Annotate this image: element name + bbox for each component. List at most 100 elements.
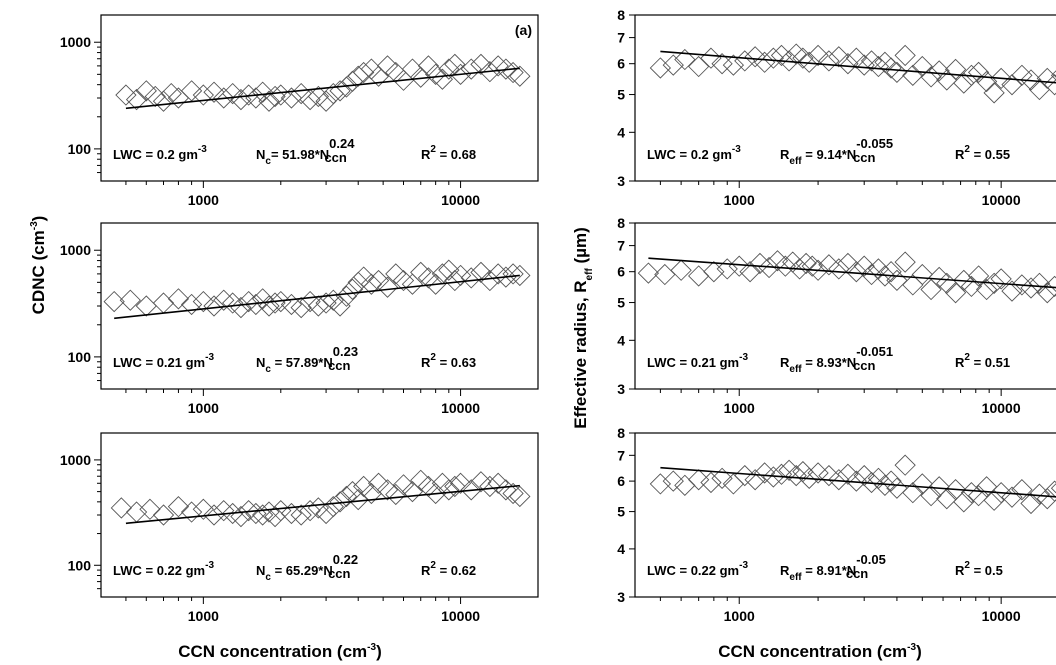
data-point (670, 259, 692, 281)
data-point (180, 501, 203, 523)
data-point (376, 55, 399, 77)
r-squared: R2 = 0.5 (955, 560, 1003, 578)
data-point (203, 81, 225, 103)
x-tick-label: 10000 (982, 192, 1021, 208)
data-point (920, 485, 942, 507)
data-point (110, 497, 133, 519)
data-point (1043, 275, 1056, 298)
y-tick-label: 1000 (60, 452, 91, 468)
data-point (425, 482, 447, 505)
data-point (880, 261, 902, 283)
lwc-annotation: LWC = 0.2 gm-3 (647, 144, 741, 162)
data-point (258, 90, 280, 112)
data-point (509, 65, 531, 87)
data-point (967, 61, 990, 84)
data-point (347, 271, 369, 293)
fit-line (660, 50, 1056, 84)
data-point (788, 258, 811, 280)
data-point (792, 47, 814, 69)
data-point (509, 264, 531, 287)
data-point (502, 263, 524, 285)
data-point (744, 46, 766, 68)
x-tick-label: 10000 (441, 608, 480, 624)
r-squared: R2 = 0.63 (421, 352, 476, 370)
data-point (828, 46, 850, 68)
y-tick-label: 3 (617, 381, 625, 397)
data-point (1050, 70, 1056, 81)
data-point (828, 258, 850, 280)
data-point (990, 67, 1012, 90)
data-point (135, 80, 157, 102)
data-point (238, 290, 260, 313)
data-point (392, 474, 415, 496)
y-tick-label: 3 (617, 589, 625, 605)
data-point (322, 289, 344, 311)
data-point (438, 58, 460, 80)
data-points (649, 43, 1056, 104)
data-point (785, 43, 807, 65)
data-point (990, 482, 1012, 504)
data-point (983, 272, 1005, 295)
data-point (703, 261, 725, 283)
data-point (785, 464, 807, 487)
data-point (722, 54, 745, 76)
r-squared: R2 = 0.51 (955, 352, 1010, 370)
data-point (264, 292, 286, 314)
y-tick-label: 8 (617, 425, 625, 441)
data-point (1020, 277, 1042, 299)
data-point (280, 87, 303, 109)
data-point (449, 63, 472, 85)
data-point (960, 275, 983, 298)
data-point (828, 469, 850, 491)
data-point (902, 482, 924, 504)
data-point (894, 251, 916, 273)
data-point (860, 471, 883, 494)
data-point (853, 255, 875, 277)
x-tick-label: 1000 (724, 400, 755, 416)
r-squared: R2 = 0.68 (421, 144, 476, 162)
data-point (1011, 64, 1033, 87)
data-point (460, 267, 482, 289)
data-point (1028, 483, 1051, 505)
data-point (203, 504, 225, 526)
data-point (290, 504, 312, 526)
data-point (688, 55, 710, 78)
y-tick-label: 5 (617, 87, 625, 103)
fit-equation: Reff = 9.14*N-0.055 ccn (780, 136, 893, 167)
data-point (1050, 483, 1056, 494)
y-tick-label: 6 (617, 264, 625, 280)
data-point (152, 90, 175, 112)
data-point (880, 57, 902, 79)
data-point (251, 81, 274, 103)
data-point (487, 263, 509, 285)
data-point (936, 488, 958, 510)
x-tick-label: 10000 (982, 608, 1021, 624)
data-point (315, 90, 337, 112)
data-point (944, 58, 967, 81)
data-point (894, 454, 916, 476)
data-point (280, 502, 303, 525)
data-point (425, 63, 447, 85)
data-point (125, 88, 148, 111)
data-point (911, 55, 933, 78)
data-point (662, 470, 684, 492)
data-point (192, 84, 214, 106)
data-points (103, 259, 531, 319)
data-point (734, 50, 756, 72)
data-point (392, 269, 415, 292)
data-points (637, 250, 1056, 304)
data-point (401, 480, 424, 503)
x-tick-label: 10000 (441, 192, 480, 208)
y-tick-label: 100 (68, 349, 92, 365)
data-point (203, 295, 225, 317)
data-point (335, 76, 358, 98)
data-point (444, 475, 466, 498)
data-point (902, 64, 924, 87)
fit-line (114, 274, 520, 320)
data-point (928, 60, 950, 82)
data-point (860, 50, 883, 72)
fit-equation: Nc= 51.98*N0.24 ccn (256, 136, 355, 167)
data-point (315, 502, 337, 525)
data-point (444, 53, 466, 76)
data-point (845, 470, 867, 492)
